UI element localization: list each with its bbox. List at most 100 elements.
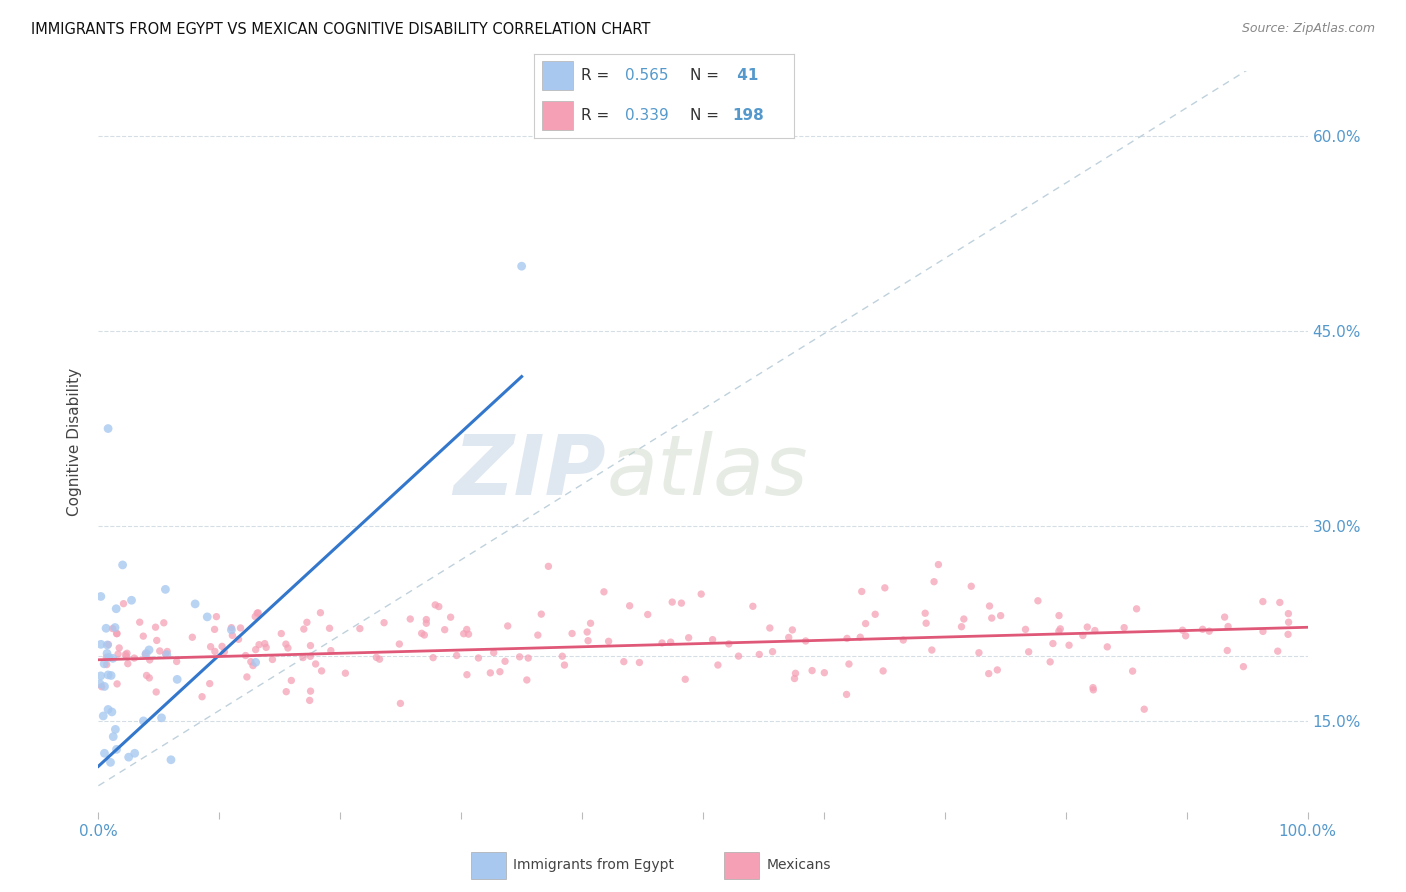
Point [598,634,620,648]
Point [1042,636,1064,650]
Point [794,634,817,648]
Point [1278,615,1301,630]
Point [671,596,693,610]
Point [221,621,243,635]
Point [149,644,172,658]
Point [124,746,146,760]
Point [707,658,730,673]
Point [977,666,1000,681]
FancyBboxPatch shape [543,62,574,90]
Point [702,632,724,647]
Point [292,622,315,636]
Text: R =: R = [581,108,614,123]
Point [872,664,894,678]
Point [510,259,533,273]
Point [659,635,682,649]
Point [166,655,188,669]
Point [838,657,860,671]
Point [530,607,553,621]
Point [489,665,512,679]
Point [427,599,450,614]
Point [122,651,145,665]
Point [198,676,221,690]
Point [160,753,183,767]
Point [228,632,250,647]
Point [101,622,124,636]
Point [245,609,267,624]
Point [236,670,259,684]
Point [813,665,835,680]
Point [299,639,322,653]
Point [181,630,204,644]
Point [309,606,332,620]
Point [103,730,125,744]
Point [891,633,914,648]
Point [855,616,877,631]
Text: atlas: atlas [606,431,808,512]
Point [205,609,228,624]
Point [349,622,371,636]
Text: Immigrants from Egypt: Immigrants from Egypt [513,858,675,872]
Point [1251,624,1274,639]
Point [456,623,478,637]
Point [101,651,124,665]
Point [1014,623,1036,637]
Point [90,590,112,604]
Point [456,667,478,681]
Point [619,599,641,613]
Point [967,646,990,660]
Point [246,606,269,620]
Point [593,585,616,599]
Point [561,626,583,640]
Text: 41: 41 [733,68,758,83]
Point [921,643,943,657]
Point [1084,624,1107,638]
Point [97,638,120,652]
Point [953,612,976,626]
Point [922,574,945,589]
Point [155,582,177,597]
Text: N =: N = [690,68,724,83]
FancyBboxPatch shape [543,101,574,130]
Point [576,625,599,640]
Point [135,668,157,682]
Point [1232,659,1254,673]
Point [94,621,117,635]
Point [1171,624,1194,638]
Point [496,619,519,633]
Point [873,581,896,595]
Point [295,615,318,630]
Point [439,610,461,624]
Text: Mexicans: Mexicans [766,858,831,872]
Point [1267,644,1289,658]
Point [1174,629,1197,643]
Point [651,636,673,650]
Text: N =: N = [690,108,724,123]
Point [1198,624,1220,639]
Point [863,607,886,622]
Point [1057,638,1080,652]
Point [537,559,560,574]
Point [1216,619,1239,633]
Point [778,631,800,645]
Point [211,640,233,654]
Point [229,621,252,635]
Point [204,644,226,658]
Point [221,623,243,637]
Point [927,558,949,572]
Point [145,685,167,699]
Point [990,608,1012,623]
Point [1213,610,1236,624]
Point [613,655,636,669]
Point [245,656,267,670]
Point [335,666,357,681]
Point [96,657,118,672]
Point [741,599,763,614]
Point [517,651,540,665]
Point [150,711,173,725]
Point [191,690,214,704]
Point [93,746,115,760]
Point [121,593,143,607]
Point [184,597,207,611]
Point [1047,624,1070,639]
